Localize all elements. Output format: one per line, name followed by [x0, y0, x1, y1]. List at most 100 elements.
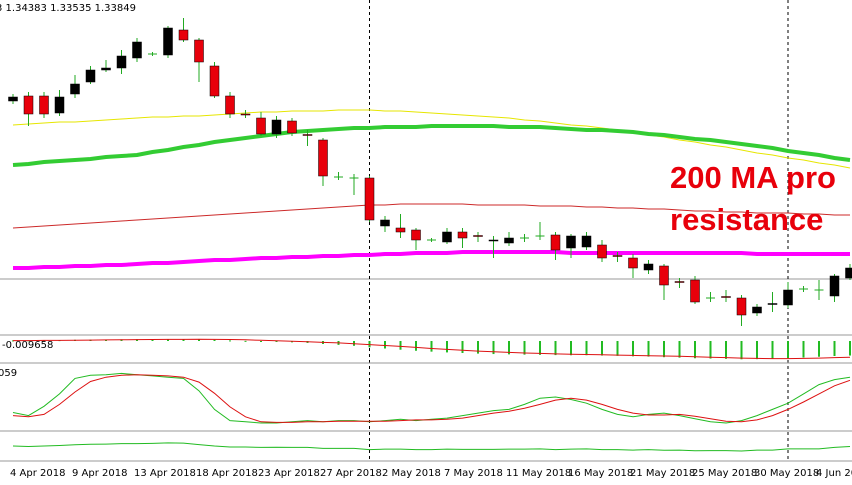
x-tick-label: 16 May 2018 [568, 468, 633, 479]
candle-body [8, 96, 18, 102]
macd-bar [260, 341, 262, 342]
price-header: 3 1.34383 1.33535 1.33849 [0, 3, 136, 14]
indicator-line [12, 442, 851, 452]
macd-bar [663, 341, 665, 358]
candle-body [380, 219, 390, 227]
candle-body [39, 95, 49, 115]
candle-body [427, 239, 436, 241]
x-tick-label: 18 Apr 2018 [196, 468, 258, 479]
candle-body [132, 41, 142, 59]
candle-body [783, 289, 793, 306]
candle-body [240, 113, 251, 116]
candle-body [225, 95, 235, 115]
x-tick-label: 4 Apr 2018 [10, 468, 65, 479]
plot-layer [8, 18, 852, 452]
macd-bar [616, 341, 619, 356]
candle-body [178, 29, 189, 41]
macd-bar [384, 341, 386, 349]
macd-bar [523, 341, 526, 355]
macd-bar [849, 341, 851, 356]
moving-average [12, 124, 851, 167]
macd-bar [787, 341, 789, 359]
candle-body [736, 297, 747, 316]
macd-bar [601, 341, 603, 356]
candle-body [54, 96, 65, 114]
candle-body [535, 235, 545, 237]
macd-bar [818, 341, 820, 357]
candle-body [706, 297, 715, 299]
macd-bar [151, 339, 154, 341]
candle-body [318, 139, 328, 177]
macd-label: -0.009658 [2, 340, 53, 351]
indicator-line [12, 372, 851, 424]
candle-body [163, 27, 173, 56]
macd-bar [632, 341, 634, 357]
macd-bar [694, 341, 696, 359]
macd-bar [461, 341, 464, 353]
candle-body [799, 288, 808, 290]
candle-body [581, 235, 592, 248]
candle-body [85, 69, 96, 83]
candle-body [628, 257, 638, 269]
macd-bar [415, 341, 417, 351]
candle-body [473, 235, 483, 237]
candle-body [442, 231, 452, 243]
macd-bar [725, 341, 727, 359]
macd-bar [678, 341, 681, 358]
annotation: resistance [670, 202, 823, 237]
moving-average [12, 203, 850, 229]
candle-body [256, 117, 266, 135]
candle-body [148, 53, 157, 55]
candle-body [302, 134, 313, 136]
stoch-label: 059 [0, 368, 17, 379]
candle-body [70, 83, 80, 95]
candle-body [488, 239, 499, 242]
candle-body [23, 95, 34, 115]
candle-body [364, 177, 375, 221]
macd-bar [570, 341, 572, 356]
x-tick-label: 23 Apr 2018 [258, 468, 320, 479]
indicator-line [12, 374, 851, 423]
candle-body [612, 255, 623, 257]
candle-body [829, 275, 840, 297]
candle-body [845, 267, 852, 279]
candle-body [194, 39, 204, 63]
macd-signal [13, 338, 851, 360]
macd-bar [508, 341, 510, 355]
candle-body [550, 234, 561, 251]
candle-body [520, 237, 529, 239]
candle-body [643, 263, 654, 271]
macd-bar [399, 341, 402, 350]
macd-bar [539, 341, 541, 355]
candle-body [814, 289, 824, 291]
x-tick-label: 13 Apr 2018 [134, 468, 196, 479]
annotation: 200 MA pro [670, 160, 836, 195]
x-tick-label: 30 May 2018 [754, 468, 819, 479]
macd-bar [167, 339, 169, 341]
x-tick-label: 25 May 2018 [692, 468, 757, 479]
macd-bar [213, 339, 216, 341]
macd-bar [492, 341, 495, 355]
moving-average [13, 250, 850, 270]
candle-body [116, 55, 127, 69]
macd-bar [740, 341, 743, 360]
candle-body [566, 235, 576, 249]
candle-body [411, 229, 421, 241]
candle-body [334, 176, 343, 178]
macd-bar [430, 341, 433, 352]
macd-bar [833, 341, 836, 356]
candle-body [349, 177, 359, 179]
macd-bar [198, 339, 200, 341]
macd-bar [756, 341, 758, 360]
macd-bar [446, 341, 448, 353]
macd-bar [275, 341, 278, 342]
x-tick-label: 27 Apr 2018 [320, 468, 382, 479]
candle-body [504, 237, 514, 244]
candle-body [287, 120, 297, 134]
macd-bar [585, 341, 588, 356]
x-tick-label: 11 May 2018 [506, 468, 571, 479]
macd-bar [244, 340, 247, 342]
